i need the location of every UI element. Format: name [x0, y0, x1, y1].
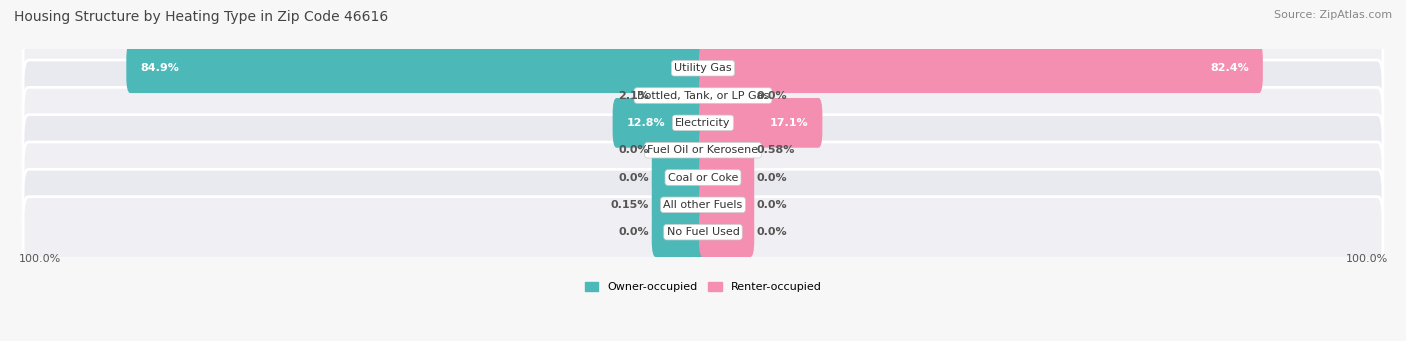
- Text: Housing Structure by Heating Type in Zip Code 46616: Housing Structure by Heating Type in Zip…: [14, 10, 388, 24]
- Text: 2.1%: 2.1%: [619, 91, 650, 101]
- FancyBboxPatch shape: [699, 71, 754, 120]
- Text: 100.0%: 100.0%: [1346, 254, 1388, 264]
- FancyBboxPatch shape: [652, 207, 707, 257]
- FancyBboxPatch shape: [652, 153, 707, 202]
- Text: Utility Gas: Utility Gas: [675, 63, 731, 73]
- FancyBboxPatch shape: [652, 125, 707, 175]
- Text: 0.0%: 0.0%: [619, 145, 650, 155]
- FancyBboxPatch shape: [699, 125, 754, 175]
- Text: 0.0%: 0.0%: [756, 227, 787, 237]
- FancyBboxPatch shape: [613, 98, 707, 148]
- FancyBboxPatch shape: [652, 180, 707, 230]
- FancyBboxPatch shape: [22, 115, 1384, 186]
- Text: Source: ZipAtlas.com: Source: ZipAtlas.com: [1274, 10, 1392, 20]
- Text: Coal or Coke: Coal or Coke: [668, 173, 738, 182]
- Text: 84.9%: 84.9%: [141, 63, 180, 73]
- Text: No Fuel Used: No Fuel Used: [666, 227, 740, 237]
- Text: All other Fuels: All other Fuels: [664, 200, 742, 210]
- FancyBboxPatch shape: [699, 180, 754, 230]
- FancyBboxPatch shape: [22, 142, 1384, 213]
- Legend: Owner-occupied, Renter-occupied: Owner-occupied, Renter-occupied: [581, 278, 825, 297]
- Text: 0.0%: 0.0%: [756, 173, 787, 182]
- Text: Electricity: Electricity: [675, 118, 731, 128]
- FancyBboxPatch shape: [22, 60, 1384, 131]
- Text: 0.58%: 0.58%: [756, 145, 796, 155]
- Text: 17.1%: 17.1%: [769, 118, 808, 128]
- FancyBboxPatch shape: [22, 169, 1384, 240]
- Text: 12.8%: 12.8%: [627, 118, 665, 128]
- FancyBboxPatch shape: [699, 98, 823, 148]
- Text: Bottled, Tank, or LP Gas: Bottled, Tank, or LP Gas: [637, 91, 769, 101]
- Text: 100.0%: 100.0%: [18, 254, 60, 264]
- FancyBboxPatch shape: [699, 153, 754, 202]
- FancyBboxPatch shape: [22, 33, 1384, 104]
- FancyBboxPatch shape: [127, 43, 707, 93]
- Text: 0.0%: 0.0%: [756, 200, 787, 210]
- Text: 0.15%: 0.15%: [610, 200, 650, 210]
- Text: Fuel Oil or Kerosene: Fuel Oil or Kerosene: [647, 145, 759, 155]
- FancyBboxPatch shape: [652, 71, 707, 120]
- Text: 82.4%: 82.4%: [1211, 63, 1249, 73]
- Text: 0.0%: 0.0%: [619, 173, 650, 182]
- FancyBboxPatch shape: [22, 87, 1384, 158]
- FancyBboxPatch shape: [699, 207, 754, 257]
- FancyBboxPatch shape: [22, 197, 1384, 268]
- FancyBboxPatch shape: [699, 43, 1263, 93]
- Text: 0.0%: 0.0%: [756, 91, 787, 101]
- Text: 0.0%: 0.0%: [619, 227, 650, 237]
